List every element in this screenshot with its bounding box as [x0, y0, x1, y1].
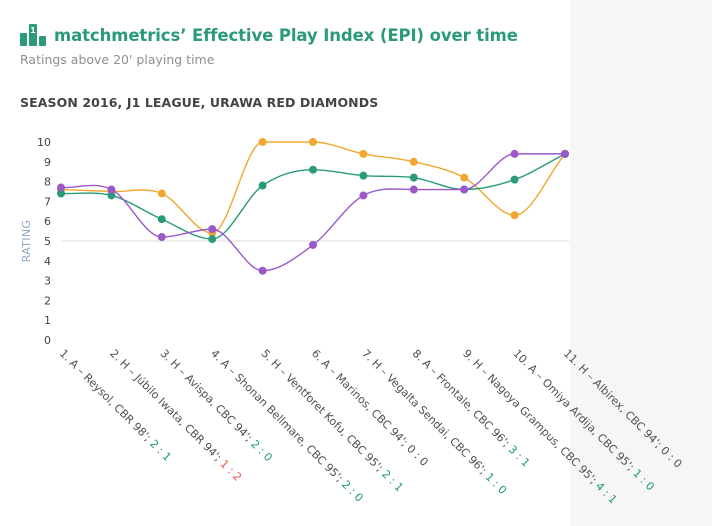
data-point	[359, 171, 368, 180]
data-point	[258, 138, 267, 146]
match-label: 11. H – Albirex, CBC 94';	[561, 347, 667, 453]
podium-logo-icon: 1	[20, 24, 46, 46]
match-score: 1 : 0	[630, 467, 657, 494]
match-label: 8. A – Frontale, CBC 96';	[410, 347, 515, 452]
data-point	[409, 173, 418, 182]
chart-subtitle: Ratings above 20' playing time	[20, 52, 215, 67]
chart-card	[0, 0, 570, 526]
logo-number: 1	[30, 26, 36, 35]
y-tick-label: 8	[44, 176, 51, 189]
y-tick-label: 3	[44, 275, 51, 288]
data-point	[57, 189, 65, 198]
data-point	[157, 189, 166, 198]
y-tick-label: 6	[44, 215, 51, 228]
match-score: 1 : 2	[218, 457, 245, 484]
title-row: 1 matchmetrics’ Effective Play Index (EP…	[20, 24, 712, 46]
y-tick-label: 9	[44, 156, 51, 169]
match-score: 4 : 1	[593, 480, 620, 507]
season-label: SEASON 2016, J1 LEAGUE, URAWA RED DIAMON…	[20, 95, 379, 110]
y-tick-label: 1	[44, 314, 51, 327]
data-point	[510, 175, 519, 184]
y-tick-label: 4	[44, 255, 51, 268]
y-axis-label: RATING	[20, 220, 33, 262]
data-point	[409, 157, 418, 166]
x-tick-label: 1. A – Reysol, CBR 98'; 2 : 1	[57, 347, 174, 464]
data-point	[359, 149, 368, 158]
chart-header: 1 matchmetrics’ Effective Play Index (EP…	[20, 24, 712, 67]
data-point	[510, 211, 519, 220]
data-point	[208, 225, 217, 234]
match-score: 2 : 1	[379, 468, 406, 495]
y-tick-label: 10	[37, 136, 51, 149]
data-point	[208, 235, 217, 244]
match-score: 2 : 1	[147, 437, 174, 464]
series-line-1	[60, 141, 566, 234]
data-point	[359, 191, 368, 200]
data-point	[309, 138, 317, 146]
y-tick-label: 0	[44, 334, 51, 347]
y-tick-label: 7	[44, 195, 51, 208]
match-score: 0 : 0	[658, 444, 685, 471]
data-point	[510, 149, 519, 158]
data-point	[258, 266, 267, 275]
match-label: 6. A – Marinos, CBC 94';	[309, 347, 413, 451]
match-score: 0 : 0	[404, 442, 431, 469]
match-score: 2 : 0	[339, 478, 366, 505]
y-tick-label: 2	[44, 294, 51, 307]
match-score: 1 : 0	[483, 470, 510, 497]
data-point	[460, 185, 469, 194]
data-point	[107, 191, 116, 200]
data-point	[57, 183, 65, 192]
data-point	[561, 149, 569, 158]
data-point	[258, 181, 267, 190]
match-score: 3 : 1	[506, 443, 533, 470]
chart-title: matchmetrics’ Effective Play Index (EPI)…	[54, 25, 518, 45]
y-tick-label: 5	[44, 235, 51, 248]
match-label: 1. A – Reysol, CBR 98';	[57, 347, 156, 446]
data-point	[409, 185, 418, 194]
data-point	[107, 185, 116, 194]
data-point	[157, 215, 166, 224]
data-point	[460, 173, 469, 182]
match-label: 3. H – Avispa, CBC 94';	[158, 347, 258, 447]
data-point	[309, 165, 317, 174]
data-point	[309, 240, 317, 249]
data-point	[157, 233, 166, 242]
match-score: 2 : 0	[248, 438, 275, 465]
